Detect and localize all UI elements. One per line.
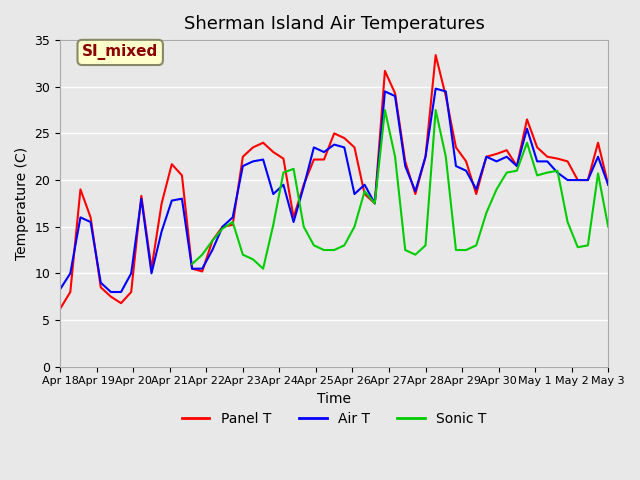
Air T (432, 86, 440, 92)
Panel T (158, 201, 166, 206)
Line: Air T: Air T (60, 89, 608, 292)
Legend: Panel T, Air T, Sonic T: Panel T, Air T, Sonic T (176, 407, 492, 432)
Line: Sonic T: Sonic T (192, 110, 608, 269)
Sonic T (543, 170, 551, 176)
Air T (168, 198, 175, 204)
Sonic T (604, 224, 612, 229)
X-axis label: Time: Time (317, 392, 351, 406)
Sonic T (594, 170, 602, 176)
Air T (269, 191, 277, 197)
Panel T (56, 306, 64, 312)
Panel T (604, 182, 612, 188)
Panel T (594, 140, 602, 145)
Panel T (432, 52, 440, 58)
Sonic T (259, 266, 267, 272)
Title: Sherman Island Air Temperatures: Sherman Island Air Temperatures (184, 15, 484, 33)
Panel T (117, 300, 125, 306)
Air T (594, 154, 602, 160)
Air T (564, 177, 572, 183)
Panel T (554, 156, 561, 161)
Y-axis label: Temperature (C): Temperature (C) (15, 147, 29, 260)
Panel T (259, 140, 267, 145)
Air T (127, 270, 135, 276)
Air T (107, 289, 115, 295)
Sonic T (188, 261, 196, 267)
Line: Panel T: Panel T (60, 55, 608, 309)
Panel T (188, 266, 196, 272)
Air T (198, 266, 206, 272)
Text: SI_mixed: SI_mixed (82, 45, 158, 60)
Air T (56, 287, 64, 292)
Air T (604, 182, 612, 188)
